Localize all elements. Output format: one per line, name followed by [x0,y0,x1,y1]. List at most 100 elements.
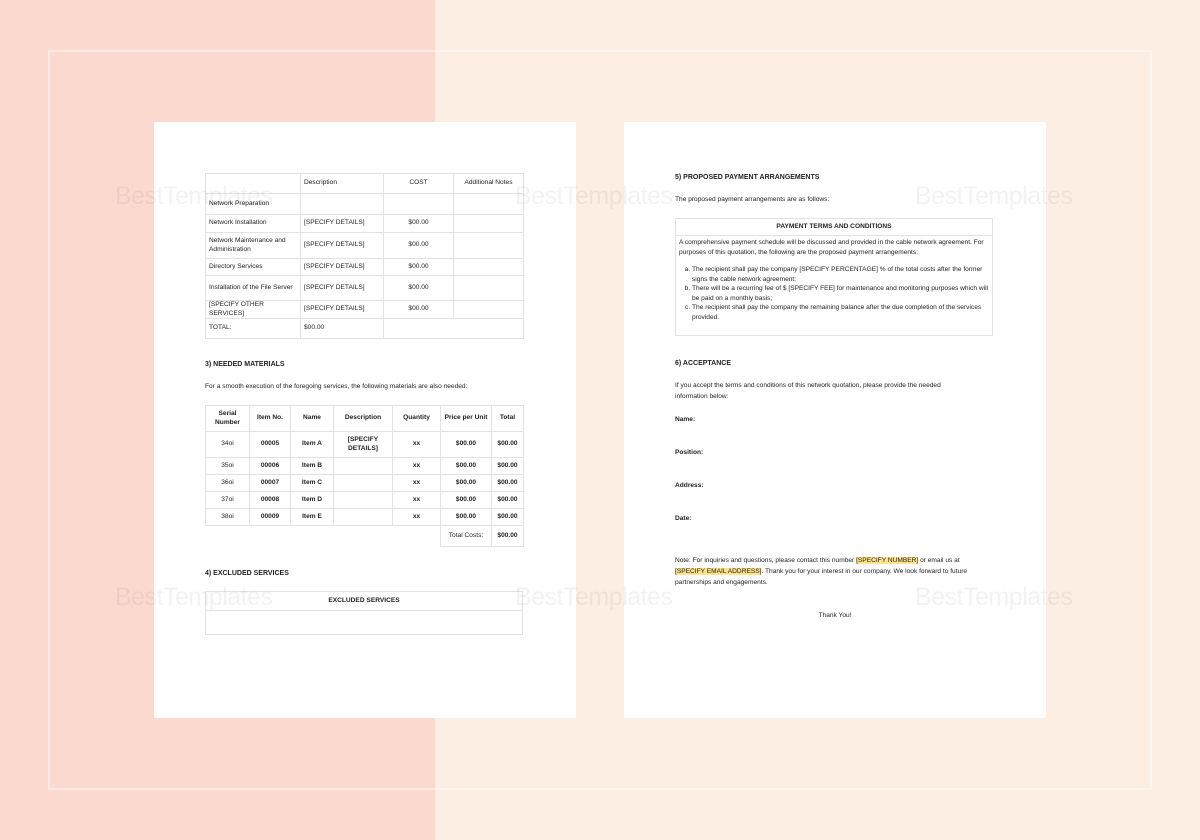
cell: [SPECIFY OTHER SERVICES] [205,299,301,320]
note-text: . Thank you for your interest in our com… [675,567,968,586]
watermark: BestTemplates [915,583,1073,611]
cell: xx [392,474,441,492]
cell: $00.00 [491,431,524,458]
note-text: Note: For inquiries and questions, pleas… [675,557,857,564]
total-row: TOTAL: $00.00 [205,318,524,340]
position-field: Position: [675,449,704,456]
cell: Directory Services [205,258,301,276]
cell: Network Installation [205,214,301,233]
cell: $00.00 [491,508,524,526]
watermark: BestTemplates [515,583,673,611]
cell: 00005 [249,431,291,458]
cell: $00.00 [383,299,454,320]
cell: [SPECIFY DETAILS] [300,232,384,259]
cell: 37oi [205,491,250,509]
cell: Network Maintenance and Administration [205,232,301,259]
cell: xx [392,457,441,475]
total-value: $00.00 [300,318,384,340]
note-text: or email us at [918,557,960,564]
frame [48,50,1152,790]
cell: $00.00 [383,214,454,233]
cell: Item E [290,508,334,526]
materials-intro: For a smooth execution of the foregoing … [205,383,468,390]
list-item: The recipient shall pay the company [SPE… [692,265,988,284]
cell: 38oi [205,508,250,526]
cell: 00008 [249,491,291,509]
acceptance-intro: If you accept the terms and conditions o… [675,382,941,400]
payment-intro: The proposed payment arrangements are as… [675,196,830,203]
excluded-table: EXCLUDED SERVICES [205,591,523,635]
table-row: [SPECIFY OTHER SERVICES] [SPECIFY DETAILS… [205,299,524,320]
cell: $00.00 [383,275,454,301]
cell: [SPECIFY DETAILS] [300,275,384,301]
watermark: BestTemplates [915,182,1073,210]
cell: xx [392,491,441,509]
cell: $00.00 [440,431,492,458]
total-value: $00.00 [491,525,524,547]
cell: $00.00 [383,232,454,259]
header-cell: Description [300,173,384,194]
note: Note: For inquiries and questions, pleas… [675,556,990,589]
thank-you: Thank You! [818,612,852,619]
cell: $00.00 [491,457,524,475]
header-cell: COST [383,173,454,194]
cell: $00.00 [440,474,492,492]
header-cell: Additional Notes [453,173,524,194]
list-item: The recipient shall pay the company the … [692,303,988,322]
header-cell: Description [333,405,393,432]
table-row: Network Installation [SPECIFY DETAILS] $00… [205,214,524,233]
table-row: 34oi 00005 Item A [SPECIFY DETAILS] xx $00.00… [205,431,524,458]
cell: 00007 [249,474,291,492]
cell: $00.00 [440,457,492,475]
box-title: PAYMENT TERMS AND CONDITIONS [676,219,992,236]
box-text: A comprehensive payment schedule will be… [679,239,984,256]
cell: $00.00 [491,491,524,509]
cell: Item A [290,431,334,458]
cell: [SPECIFY DETAILS] [300,299,384,320]
list-item: There will be a recurring fee of $ [SPEC… [692,284,988,303]
header-cell: Name [290,405,334,432]
cell: $00.00 [440,508,492,526]
cell: Installation of the File Server [205,275,301,301]
table-row: Network Maintenance and Administration [S… [205,232,524,259]
header-cell: Quantity [392,405,441,432]
payment-heading: 5) PROPOSED PAYMENT ARRANGEMENTS [675,174,820,181]
highlight-number: [SPECIFY NUMBER] [856,557,919,564]
header-cell: Price per Unit [440,405,492,432]
total-label: TOTAL: [205,318,301,340]
watermark: BestTemplates [115,583,273,611]
table-row: Installation of the File Server [SPECIFY … [205,275,524,301]
services-table: Description COST Additional Notes Network … [205,173,524,340]
address-field: Address: [675,482,704,489]
cell: $00.00 [491,474,524,492]
acceptance-heading: 6) ACCEPTANCE [675,360,732,367]
watermark: BestTemplates [515,182,673,210]
payment-terms-box: PAYMENT TERMS AND CONDITIONS A comprehen… [675,218,993,336]
cell: Item C [290,474,334,492]
date-field: Date: [675,515,692,522]
cell: [SPECIFY DETAILS] [300,258,384,276]
highlight-email: [SPECIFY EMAIL ADDRESS] [675,567,762,575]
materials-table: Serial Number Item No. Name Description Quan… [205,405,524,547]
cell: xx [392,508,441,526]
cell: 36oi [205,474,250,492]
payment-list: The recipient shall pay the company [SPE… [676,265,992,322]
watermark: BestTemplates [115,182,273,210]
materials-heading: 3) NEEDED MATERIALS [205,361,285,368]
page-right: 5) PROPOSED PAYMENT ARRANGEMENTS The pro… [624,122,1046,718]
cell: 35oi [205,457,250,475]
excluded-heading: 4) EXCLUDED SERVICES [205,570,289,577]
cell: 00006 [249,457,291,475]
cell: Item B [290,457,334,475]
cell: $00.00 [440,491,492,509]
cell: 00009 [249,508,291,526]
cell: [SPECIFY DETAILS] [333,431,393,458]
cell: [SPECIFY DETAILS] [300,214,384,233]
cell: Item D [290,491,334,509]
total-row: Total Costs: $00.00 [206,525,524,547]
page-left: Description COST Additional Notes Network … [154,122,576,718]
total-label: Total Costs: [440,525,492,547]
